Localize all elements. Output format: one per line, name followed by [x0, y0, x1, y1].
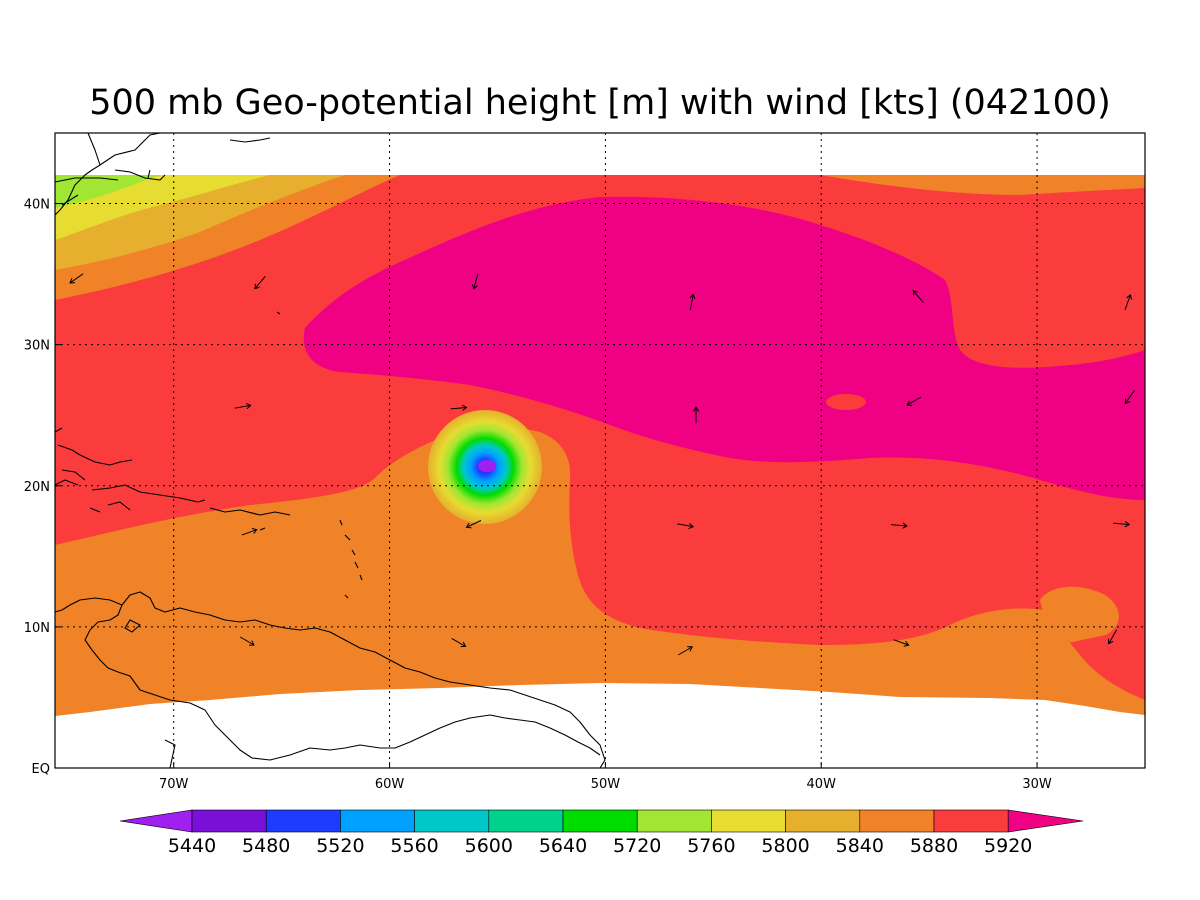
colorbar-swatch [711, 809, 786, 833]
wind-arrow [465, 520, 482, 529]
coast-bermuda [276, 311, 281, 315]
wind-arrow [450, 404, 468, 411]
colorbar-label: 5920 [984, 835, 1032, 857]
contour-5720-region [55, 175, 160, 208]
colorbar-label: 5480 [242, 835, 290, 857]
y-tick-label: 30N [24, 339, 50, 354]
wind-vectors [69, 273, 1135, 656]
colorbar-high-extend [1007, 809, 1084, 833]
map-frame [54, 132, 1146, 769]
colorbar-swatch [488, 809, 564, 833]
contour-5920-region [303, 196, 1145, 500]
page-title: 500 mb Geo-potential height [m] with win… [89, 83, 1111, 123]
coast-south-america [55, 591, 606, 768]
y-tick-label: EQ [32, 762, 50, 777]
coast-caribbean-islands [55, 427, 363, 599]
colorbar-swatch [265, 809, 341, 833]
colorbar-label: 5600 [465, 835, 513, 857]
y-tick-label: 20N [24, 480, 50, 495]
colorbar-label: 5520 [316, 835, 364, 857]
lat-lon-grid [55, 133, 1145, 768]
coastlines [55, 133, 606, 768]
colorbar-swatch [859, 809, 935, 833]
low-pressure-core [478, 460, 496, 472]
wind-arrow [239, 636, 255, 646]
x-tick-label: 50W [591, 777, 621, 792]
colorbar-label: 5640 [539, 835, 587, 857]
wind-arrow [906, 396, 922, 406]
colorbar-label: 5440 [168, 835, 216, 857]
colorbar-low-extend [119, 809, 193, 833]
wind-arrow [234, 402, 252, 410]
colorbar: 5440 5480 5520 5560 5600 5640 5720 5760 5800 5840… [119, 809, 1084, 857]
colorbar-swatch [340, 809, 415, 833]
wind-arrow [677, 522, 695, 530]
x-tick-label: 70W [159, 777, 189, 792]
wind-arrow [254, 276, 266, 290]
colorbar-swatch [785, 809, 861, 833]
coast-northeast-us [55, 133, 271, 216]
wind-arrow [689, 293, 696, 311]
wind-arrow [893, 639, 910, 647]
height-contour-fills [55, 175, 1145, 716]
wind-arrow [69, 273, 84, 284]
y-axis-ticks: EQ 10N 20N 30N 40N [24, 198, 61, 777]
wind-arrow [1124, 293, 1133, 311]
wind-arrow [912, 289, 924, 304]
x-tick-label: 30W [1022, 777, 1052, 792]
wind-arrow [471, 273, 479, 290]
colorbar-label: 5720 [613, 835, 661, 857]
colorbar-swatch [933, 809, 1009, 833]
colorbar-label: 5760 [687, 835, 735, 857]
wind-arrow [241, 528, 258, 536]
colorbar-swatch [191, 809, 267, 833]
map-plot-area [55, 133, 1145, 768]
wind-arrow [1124, 390, 1135, 405]
wind-arrow [451, 637, 467, 648]
colorbar-swatch [636, 809, 712, 833]
wind-arrow [692, 406, 700, 424]
wind-arrow [678, 646, 693, 656]
x-tick-label: 60W [375, 777, 405, 792]
colorbar-label: 5840 [836, 835, 884, 857]
x-tick-label: 40W [807, 777, 837, 792]
colorbar-label: 5880 [910, 835, 958, 857]
x-axis-ticks: 70W 60W 50W 40W 30W [159, 762, 1052, 792]
wind-arrow [1107, 629, 1118, 645]
y-tick-label: 10N [24, 621, 50, 636]
y-tick-label: 40N [24, 198, 50, 213]
colorbar-swatch [414, 809, 490, 833]
wind-arrow [1113, 521, 1131, 528]
wind-arrow [890, 522, 908, 529]
colorbar-label: 5560 [390, 835, 438, 857]
contour-5880-island [826, 394, 866, 410]
contour-5840-east-tongue [1040, 586, 1145, 715]
colorbar-swatch [562, 809, 638, 833]
colorbar-label: 5800 [761, 835, 809, 857]
